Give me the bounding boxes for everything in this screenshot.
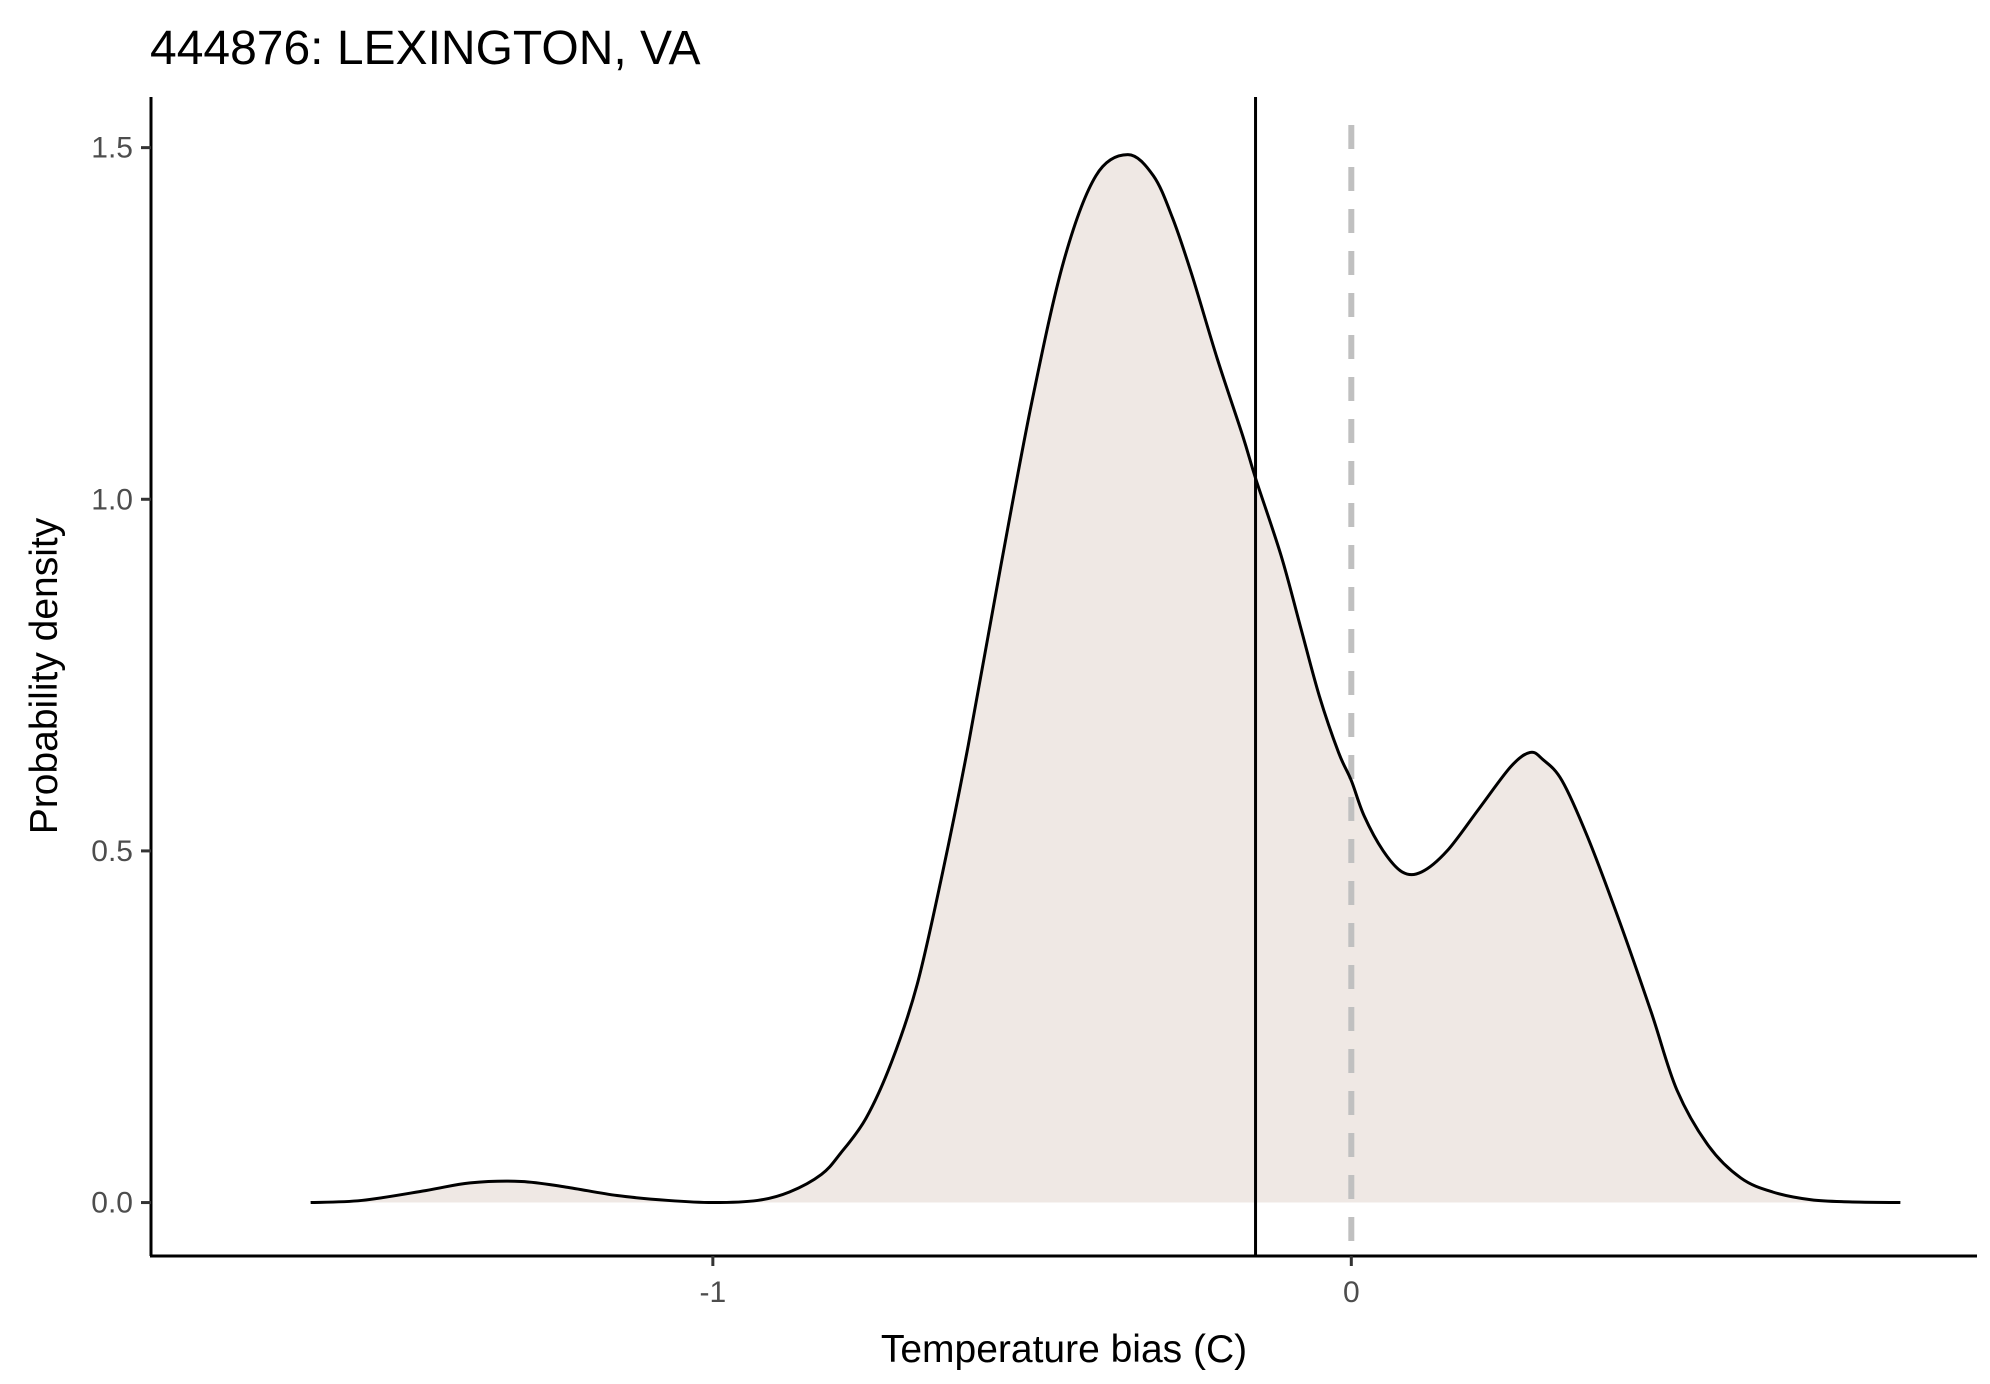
- y-tick-label: 0.0: [91, 1187, 133, 1220]
- y-axis-title: Probability density: [23, 517, 66, 834]
- chart-title: 444876: LEXINGTON, VA: [150, 22, 701, 75]
- plot-area: [310, 97, 1901, 1256]
- y-tick-label: 1.5: [91, 132, 133, 165]
- y-tick-label: 0.5: [91, 835, 133, 868]
- x-tick-label: -1: [700, 1276, 727, 1309]
- x-axis-title: Temperature bias (C): [881, 1328, 1247, 1371]
- x-tick-label: 0: [1343, 1276, 1360, 1309]
- axis-ticks: -1 0 0.0 0.5 1.0 1.5: [91, 132, 1359, 1309]
- y-tick-label: 1.0: [91, 483, 133, 516]
- density-area-fill: [310, 154, 1901, 1203]
- density-curve: [310, 153, 1901, 1205]
